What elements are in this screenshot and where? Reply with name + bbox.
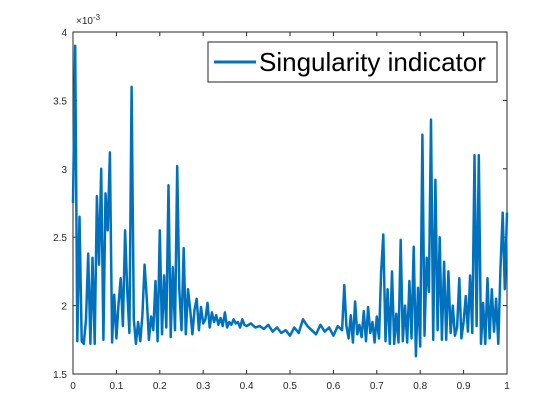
y-tick-label: 2.5 [53, 233, 67, 244]
x-tick-label: 0.1 [109, 381, 123, 392]
series-line [71, 44, 509, 358]
y-exponent-label: ×10-3 [76, 13, 101, 27]
x-tick-label: 0.3 [196, 381, 210, 392]
x-tick-label: 0.6 [326, 381, 340, 392]
y-tick-label: 2 [61, 302, 67, 313]
y-tick-label: 4 [61, 28, 67, 39]
y-tick-label: 1.5 [53, 370, 67, 381]
y-tick-label: 3.5 [53, 96, 67, 107]
x-tick-label: 0 [70, 381, 76, 392]
legend-box [207, 41, 498, 83]
x-tick-label: 0.4 [240, 381, 254, 392]
x-tick-label: 0.5 [283, 381, 297, 392]
x-tick-label: 0.9 [457, 381, 471, 392]
x-tick-label: 1 [504, 381, 510, 392]
legend: Singularity indicator [207, 41, 498, 83]
series-layer [71, 44, 509, 358]
y-tick-label: 3 [61, 165, 67, 176]
x-tick-label: 0.2 [153, 381, 167, 392]
x-tick-label: 0.7 [370, 381, 384, 392]
x-tick-label: 0.8 [413, 381, 427, 392]
legend-label: Singularity indicator [259, 47, 486, 77]
x-axis: 0 0.1 0.2 0.3 0.4 0.5 0.6 0.7 0.8 0.9 1 [70, 32, 510, 392]
